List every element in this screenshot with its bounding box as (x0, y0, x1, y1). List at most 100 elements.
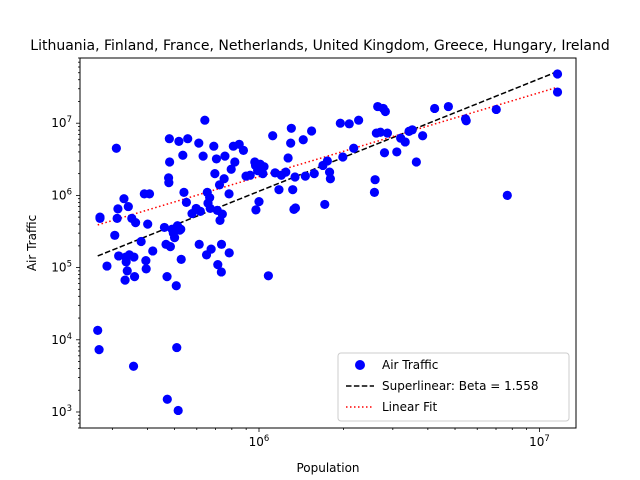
data-point (176, 224, 186, 234)
data-point (143, 219, 153, 229)
data-point (369, 187, 380, 198)
legend-label-air-traffic: Air Traffic (382, 358, 438, 372)
data-point (119, 194, 129, 204)
data-point (120, 275, 130, 285)
data-point (379, 148, 390, 158)
data-point (238, 145, 249, 155)
data-point (380, 106, 390, 117)
data-point (159, 222, 170, 233)
data-point (258, 169, 268, 179)
legend-marker-air-traffic (355, 360, 365, 370)
data-point (290, 203, 301, 213)
y-axis-ticks: 103 104 105 106 107 (51, 57, 80, 429)
data-point (251, 205, 261, 215)
chart-title: Lithuania, Finland, France, Netherlands,… (30, 38, 609, 54)
data-point (169, 233, 180, 243)
data-point (552, 69, 563, 79)
data-point (443, 101, 453, 112)
x-axis-label: Population (296, 461, 359, 475)
legend: Air Traffic Superlinear: Beta = 1.558 Li… (337, 352, 570, 422)
data-point (93, 325, 103, 335)
data-point (300, 171, 310, 181)
data-point (430, 103, 440, 114)
data-point (178, 150, 188, 160)
data-point (407, 125, 417, 135)
y-tick-label: 103 (51, 404, 72, 419)
data-point (162, 272, 172, 282)
data-point (370, 175, 380, 185)
data-point (320, 199, 330, 210)
data-point (274, 185, 284, 195)
data-point (123, 201, 133, 212)
data-point (283, 153, 293, 163)
data-point (174, 136, 184, 146)
data-point (392, 147, 402, 157)
data-point (128, 361, 139, 371)
data-point (375, 127, 385, 137)
data-point (164, 134, 174, 144)
legend-label-linear-fit: Linear Fit (382, 400, 437, 414)
data-point (114, 251, 124, 261)
data-point (216, 239, 227, 249)
data-point (263, 271, 273, 281)
data-point (288, 185, 298, 195)
x-tick-label: 107 (529, 434, 550, 449)
data-point (354, 115, 364, 125)
data-point (102, 261, 112, 271)
data-point (461, 116, 471, 126)
data-point (382, 128, 393, 138)
data-point (400, 137, 410, 147)
data-point (121, 257, 131, 267)
data-point (181, 197, 192, 207)
data-point (230, 157, 240, 167)
y-tick-label: 106 (51, 187, 72, 202)
data-point (418, 131, 428, 141)
data-point (226, 164, 236, 174)
data-point (281, 167, 291, 177)
data-point (216, 267, 226, 277)
data-point (210, 169, 220, 179)
data-point (200, 115, 210, 125)
data-point (206, 244, 216, 254)
data-point (344, 119, 354, 129)
data-point (198, 151, 208, 161)
data-point (173, 405, 183, 416)
data-point (194, 239, 204, 249)
data-point (322, 156, 332, 166)
data-point (171, 281, 181, 291)
data-point (141, 264, 151, 274)
data-point (211, 154, 222, 164)
data-point (209, 141, 219, 151)
data-point (165, 242, 175, 252)
data-point (268, 131, 278, 141)
data-point (286, 123, 296, 133)
data-point (219, 174, 229, 184)
data-point (220, 151, 230, 161)
data-point (164, 178, 174, 188)
data-point (144, 189, 155, 199)
data-point (259, 162, 269, 172)
data-point (94, 345, 104, 355)
data-point (290, 172, 300, 182)
data-point (224, 248, 234, 258)
data-point (129, 252, 139, 262)
legend-label-superlinear: Superlinear: Beta = 1.558 (382, 379, 538, 393)
plot-frame (79, 57, 577, 429)
chart-marks (93, 69, 563, 416)
data-point (179, 187, 189, 198)
data-point (245, 170, 255, 180)
data-point (195, 206, 205, 217)
data-point (502, 190, 512, 200)
data-point (194, 138, 204, 148)
legend-frame (337, 352, 570, 422)
data-point (122, 266, 132, 276)
data-point (205, 193, 215, 203)
data-point (110, 230, 120, 240)
data-point (176, 254, 186, 264)
y-tick-label: 104 (51, 332, 72, 347)
data-point (172, 342, 182, 353)
y-tick-label: 105 (51, 260, 72, 275)
data-point (148, 246, 158, 256)
x-axis-ticks: 106 107 (111, 428, 550, 449)
